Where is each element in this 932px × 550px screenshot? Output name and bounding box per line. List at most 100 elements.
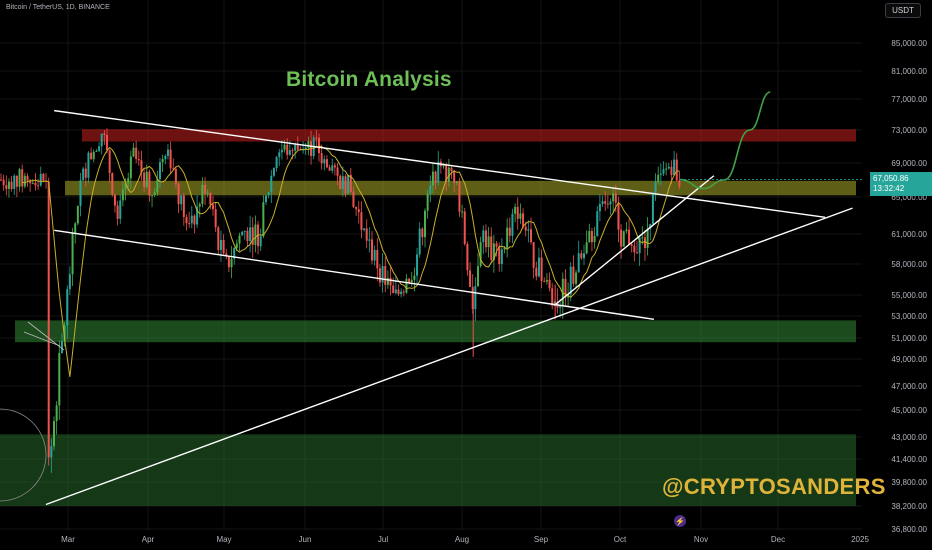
- candle: [646, 217, 649, 256]
- candle: [172, 158, 175, 171]
- highlight-circle: [0, 408, 47, 502]
- candle: [580, 250, 583, 261]
- lightning-icon[interactable]: ⚡: [674, 515, 686, 527]
- candle: [275, 155, 278, 172]
- candle: [439, 158, 442, 174]
- time-tick-label: 2025: [851, 535, 869, 544]
- candle: [535, 261, 538, 281]
- candle: [368, 227, 371, 253]
- candle: [612, 187, 615, 213]
- time-tick-label: Apr: [142, 535, 155, 544]
- candle: [204, 177, 207, 205]
- candle: [87, 151, 90, 184]
- candle: [106, 128, 108, 154]
- candle: [84, 162, 87, 187]
- candle: [241, 230, 244, 236]
- candle: [10, 176, 13, 192]
- candle: [540, 249, 543, 289]
- candle: [148, 169, 151, 202]
- candle: [55, 401, 58, 435]
- candle: [201, 177, 204, 208]
- candle: [508, 217, 511, 243]
- candle: [259, 228, 262, 252]
- candle: [230, 245, 233, 279]
- candle: [636, 240, 638, 254]
- candle: [495, 241, 498, 257]
- candle: [98, 142, 101, 153]
- candle: [145, 164, 148, 189]
- candle: [188, 211, 191, 228]
- time-tick-label: Jun: [299, 535, 312, 544]
- time-tick-label: Nov: [694, 535, 708, 544]
- candle: [100, 133, 103, 155]
- candle: [649, 223, 652, 241]
- candle: [18, 167, 21, 192]
- candle: [527, 220, 530, 243]
- candle: [381, 253, 384, 293]
- candle: [651, 191, 654, 225]
- candle: [113, 194, 116, 213]
- candle: [2, 174, 5, 191]
- candle: [667, 162, 670, 170]
- candle: [92, 149, 95, 163]
- candle: [628, 218, 631, 246]
- flag-line: [23, 331, 61, 347]
- candle: [561, 272, 564, 319]
- time-tick-label: Aug: [455, 535, 469, 544]
- candle: [129, 150, 132, 190]
- candle: [511, 208, 514, 244]
- candle: [431, 163, 434, 194]
- candle: [659, 163, 662, 186]
- candle: [42, 172, 45, 182]
- candle: [272, 167, 275, 178]
- candle: [68, 266, 71, 296]
- symbol-label: Bitcoin / TetherUS, 1D, BINANCE: [6, 4, 110, 11]
- candle: [29, 179, 32, 192]
- candle: [344, 174, 347, 198]
- candle: [484, 224, 487, 253]
- candle: [537, 247, 540, 278]
- candle: [365, 219, 368, 249]
- candle: [82, 166, 85, 181]
- candle: [585, 230, 588, 255]
- candle: [429, 175, 432, 203]
- candle: [514, 203, 517, 223]
- candle: [447, 158, 450, 188]
- candle: [58, 340, 61, 420]
- currency-button[interactable]: USDT: [885, 3, 921, 18]
- last-price-value: 67,050.86: [873, 174, 909, 183]
- resistance-zone: [82, 129, 856, 142]
- candle: [190, 206, 193, 229]
- candle: [487, 227, 490, 258]
- candle: [418, 222, 421, 258]
- candle: [265, 195, 267, 206]
- candle: [26, 173, 29, 187]
- candle: [267, 191, 270, 199]
- candle: [583, 244, 585, 265]
- candle: [169, 141, 172, 174]
- bar-countdown: 13:32:42: [873, 184, 905, 193]
- candle: [34, 173, 37, 191]
- candle: [161, 154, 164, 173]
- candle: [363, 228, 366, 232]
- candle: [206, 189, 209, 198]
- candle: [325, 155, 328, 169]
- candle: [545, 273, 548, 285]
- candle: [137, 150, 140, 166]
- candle: [76, 205, 79, 226]
- candle: [177, 182, 180, 213]
- candle: [159, 157, 161, 189]
- candle: [410, 271, 413, 287]
- candle: [641, 226, 644, 245]
- candle: [590, 227, 593, 252]
- price-tick-label: 65,000.00: [891, 193, 927, 202]
- candle: [238, 232, 241, 252]
- candle: [596, 206, 599, 237]
- candle: [21, 164, 24, 193]
- candle: [373, 245, 376, 266]
- candle: [153, 188, 156, 198]
- candle: [323, 155, 326, 171]
- candle: [352, 186, 355, 209]
- candle: [654, 173, 657, 201]
